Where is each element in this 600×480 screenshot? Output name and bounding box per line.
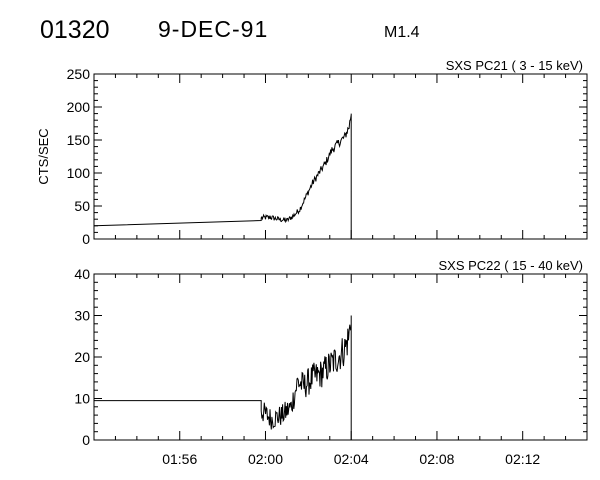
event-id: 01320 <box>40 16 110 44</box>
y-tick-label: 20 <box>74 349 90 365</box>
y-tick-label: 10 <box>74 391 90 407</box>
y-tick-label: 50 <box>74 198 90 214</box>
series-line-1 <box>94 315 352 440</box>
chart-panel-2: SXS PC22 ( 15 - 40 keV) 0 10 20 30 40 01:56 02:… <box>74 258 588 467</box>
x-tick-label: 02:04 <box>334 451 369 467</box>
y-tick-label: 250 <box>67 66 91 82</box>
y-tick-label: 30 <box>74 308 90 324</box>
x-tick-label: 01:56 <box>162 451 197 467</box>
y-axis-label: CTS/SEC <box>36 128 51 184</box>
goes-class: M1.4 <box>384 24 420 41</box>
y-tick-label: 40 <box>74 266 90 282</box>
y-tick-label: 0 <box>82 231 90 247</box>
series-line-1 <box>93 113 352 239</box>
plot-frame <box>93 273 588 441</box>
x-tick-label: 02:00 <box>248 451 283 467</box>
chart-title: SXS PC21 ( 3 - 15 keV) <box>446 58 583 73</box>
y-tick-label: 150 <box>67 132 91 148</box>
event-date: 9-DEC-91 <box>158 16 269 42</box>
x-tick-label: 02:12 <box>505 451 540 467</box>
y-tick-label: 100 <box>67 165 91 181</box>
plot-frame <box>93 73 588 240</box>
x-tick-label: 02:08 <box>419 451 454 467</box>
y-tick-label: 0 <box>82 432 90 448</box>
y-tick-label: 200 <box>67 99 91 115</box>
chart-panel-1: SXS PC21 ( 3 - 15 keV) CTS/SEC 0 50 100 150 20… <box>36 58 588 247</box>
chart-title: SXS PC22 ( 15 - 40 keV) <box>438 258 583 273</box>
